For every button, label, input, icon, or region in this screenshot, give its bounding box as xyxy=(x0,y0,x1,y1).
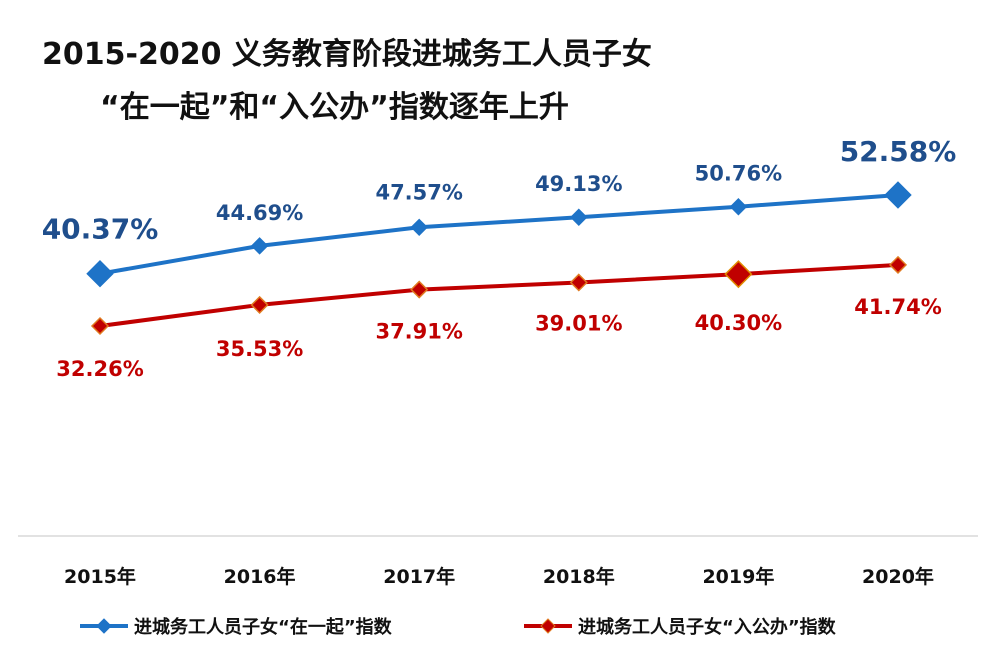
x-tick-labels: 2015年 2016年 2017年 2018年 2019年 2020年 xyxy=(64,565,934,588)
series-1-data-label-2: 44.69% xyxy=(216,201,303,225)
series-layer: 40.37% 44.69% 47.57% 49.13% 50.76% 52.58% 32.2… xyxy=(42,135,957,381)
series-2-point-4 xyxy=(569,273,588,292)
series-2-data-label-1: 32.26% xyxy=(56,357,143,381)
series-1-data-label-3: 47.57% xyxy=(375,180,462,204)
series-1-data-label-5: 50.76% xyxy=(695,162,782,186)
series-1-data-label-6: 52.58% xyxy=(840,135,957,168)
series-1-point-4 xyxy=(570,208,588,226)
x-tick-label-3: 2017年 xyxy=(383,565,455,588)
series-2-line xyxy=(99,262,899,328)
series-1-point-1 xyxy=(86,260,114,288)
series-2-data-label-4: 39.01% xyxy=(535,311,622,335)
series-2-point-1 xyxy=(90,316,110,336)
series-2-data-label-3: 37.91% xyxy=(375,320,462,344)
series-2-data-label-5: 40.30% xyxy=(695,311,782,335)
series-1-point-5 xyxy=(729,198,748,216)
legend-label-1: 进城务工人员子女“在一起”指数 xyxy=(134,616,393,638)
series-1-point-6 xyxy=(884,181,912,209)
legend: 进城务工人员子女“在一起”指数 进城务工人员子女“入公办”指数 xyxy=(80,616,837,638)
series-1-line xyxy=(99,193,899,276)
series-1: 40.37% 44.69% 47.57% 49.13% 50.76% 52.58% xyxy=(42,135,957,288)
x-tick-label-5: 2019年 xyxy=(702,565,774,588)
series-2: 32.26% 35.53% 37.91% 39.01% 40.30% 41.74% xyxy=(56,255,942,381)
series-2-point-6 xyxy=(888,255,908,274)
legend-label-2: 进城务工人员子女“入公办”指数 xyxy=(578,616,837,638)
series-1-point-2 xyxy=(250,237,269,255)
chart-title-line-2: “在一起”和“入公办”指数逐年上升 xyxy=(100,90,569,125)
x-tick-label-6: 2020年 xyxy=(862,565,934,588)
chart-title-line-1: 2015-2020 义务教育阶段进城务工人员子女 xyxy=(42,37,652,72)
legend-item-2: 进城务工人员子女“入公办”指数 xyxy=(524,616,837,638)
legend-swatch-marker-1 xyxy=(96,618,112,634)
series-2-point-2 xyxy=(250,295,269,314)
series-2-data-label-2: 35.53% xyxy=(216,337,303,361)
series-2-point-3 xyxy=(410,280,429,299)
series-2-data-label-6: 41.74% xyxy=(854,295,941,319)
series-1-data-label-1: 40.37% xyxy=(42,213,159,246)
legend-item-1: 进城务工人员子女“在一起”指数 xyxy=(80,616,393,638)
x-tick-label-2: 2016年 xyxy=(224,565,296,588)
x-tick-label-1: 2015年 xyxy=(64,565,136,588)
legend-swatch-marker-2 xyxy=(540,618,556,634)
series-1-data-label-4: 49.13% xyxy=(535,172,622,196)
x-tick-label-4: 2018年 xyxy=(543,565,615,588)
series-2-point-5 xyxy=(724,260,753,289)
series-1-point-3 xyxy=(410,218,428,237)
